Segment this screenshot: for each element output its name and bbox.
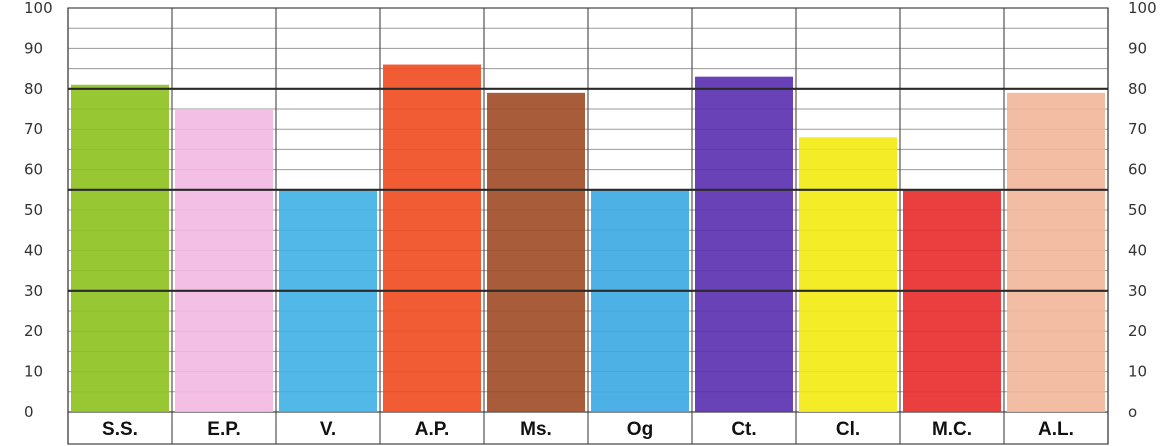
y-tick-label-right: 70: [1128, 120, 1147, 138]
y-tick-label-right: o: [1128, 403, 1137, 421]
y-tick-label-right: 80: [1128, 80, 1147, 98]
y-tick-label-left: 20: [24, 322, 43, 340]
category-label: Og: [627, 419, 653, 440]
category-label: Ct.: [731, 419, 756, 440]
y-tick-label-right: 10: [1128, 363, 1147, 381]
y-tick-label-right: 50: [1128, 201, 1147, 219]
y-tick-label-left: 100: [24, 0, 53, 17]
bar: [175, 109, 273, 412]
y-tick-label-left: 60: [24, 161, 43, 179]
category-label: S.S.: [102, 419, 138, 440]
bar-layer: [71, 64, 1105, 413]
bar: [799, 137, 897, 412]
y-tick-label-left: 70: [24, 120, 43, 138]
y-tick-label-right: 20: [1128, 322, 1147, 340]
bar: [1007, 92, 1105, 412]
y-tick-label-left: 40: [24, 241, 43, 259]
chart-frame: [67, 7, 1109, 445]
y-tick-label-right: 40: [1128, 241, 1147, 259]
category-label: V.: [320, 419, 336, 440]
line-layer: [68, 87, 1108, 292]
category-label: A.P.: [415, 419, 450, 440]
y-tick-label-right: 90: [1128, 39, 1147, 57]
y-tick-label-left: 0: [24, 403, 34, 421]
bar: [383, 64, 481, 412]
y-tick-label-left: 80: [24, 80, 43, 98]
y-tick-label-right: 30: [1128, 282, 1147, 300]
y-tick-label-left: 90: [24, 39, 43, 57]
bar: [487, 92, 585, 412]
y-tick-label-left: 30: [24, 282, 43, 300]
y-tick-label-right: 60: [1128, 161, 1147, 179]
y-tick-label-left: 10: [24, 363, 43, 381]
category-label: E.P.: [207, 419, 240, 440]
bar: [71, 84, 169, 412]
bar: [695, 76, 793, 413]
label-layer: S.S. E.P. V. A.P. Ms. Og Ct. Cl. M.C. A.L. 0 10 20 30…: [24, 0, 1157, 440]
category-label: Ms.: [520, 419, 552, 440]
bar: [903, 189, 1001, 412]
category-label: M.C.: [932, 419, 972, 440]
category-label: Cl.: [836, 419, 860, 440]
y-tick-label-right: 100: [1128, 0, 1157, 17]
bar: [279, 189, 377, 412]
category-label: A.L.: [1038, 419, 1074, 440]
bar: [591, 189, 689, 412]
y-tick-label-left: 50: [24, 201, 43, 219]
